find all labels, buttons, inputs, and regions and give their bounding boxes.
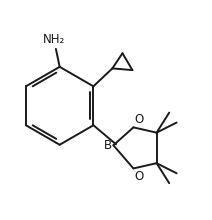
Text: O: O <box>134 170 144 183</box>
Text: NH₂: NH₂ <box>43 33 65 46</box>
Text: O: O <box>134 113 144 126</box>
Text: B: B <box>104 139 112 152</box>
